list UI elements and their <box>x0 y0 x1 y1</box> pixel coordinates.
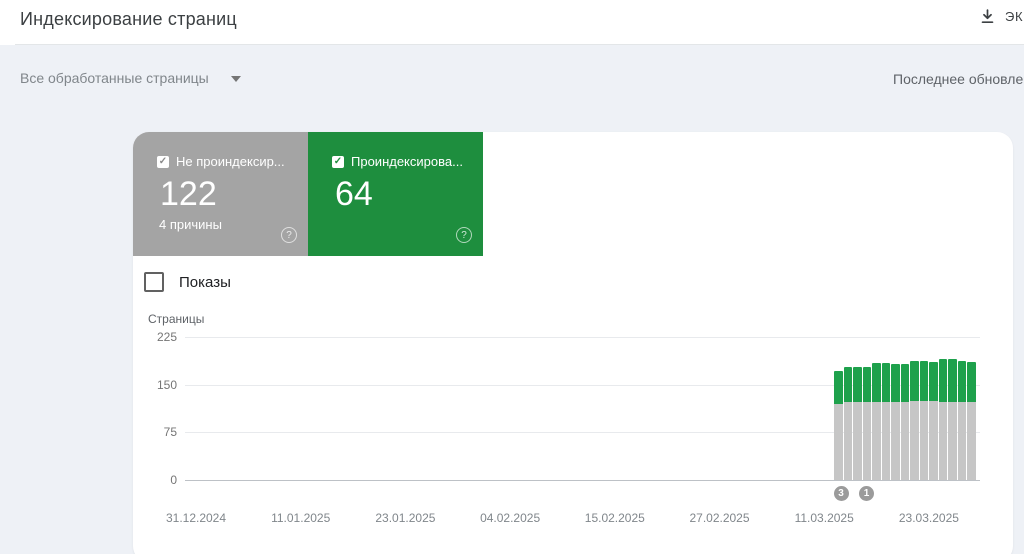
checkbox-checked-icon[interactable]: ✓ <box>157 155 169 168</box>
chart-gridline <box>185 432 980 434</box>
tile-indexed-header: ✓ Проиндексирова... <box>332 154 463 169</box>
x-axis-label: 23.01.2025 <box>375 511 436 525</box>
bar-not-indexed-segment <box>881 401 890 480</box>
bar-indexed-segment <box>843 366 852 403</box>
not-indexed-reasons: 4 причины <box>159 217 222 232</box>
impressions-toggle[interactable]: Показы <box>144 272 231 292</box>
bar-indexed-segment <box>957 360 966 403</box>
tile-indexed[interactable]: ✓ Проиндексирова... 64 ? <box>308 132 483 256</box>
y-tick-label: 225 <box>156 330 177 344</box>
last-update-label: Последнее обновле <box>893 71 1024 87</box>
header-divider <box>15 44 1024 45</box>
bar-indexed-segment <box>948 359 957 403</box>
bar-indexed-segment <box>862 366 871 403</box>
annotation-badge[interactable]: 3 <box>833 486 849 501</box>
help-icon[interactable]: ? <box>281 227 297 243</box>
bar-not-indexed-segment <box>919 401 928 480</box>
export-label: ЭК <box>1005 9 1024 24</box>
bar-not-indexed-segment <box>967 402 976 480</box>
filter-dropdown-label: Все обработанные страницы <box>20 70 209 86</box>
chart-gridline <box>185 337 980 338</box>
bar-indexed-segment <box>938 359 947 403</box>
page-title: Индексирование страниц <box>20 9 237 29</box>
bar-indexed-segment <box>910 361 919 402</box>
bar-not-indexed-segment <box>843 402 852 480</box>
bar-not-indexed-segment <box>853 402 862 480</box>
bar-not-indexed-segment <box>891 401 900 480</box>
bar-not-indexed-segment <box>834 403 843 480</box>
bar-not-indexed-segment <box>910 401 919 480</box>
index-report-card: ✓ Не проиндексир... 122 4 причины ? ✓ Пр… <box>133 132 1013 554</box>
y-tick-label: 75 <box>163 425 177 440</box>
tile-indexed-label: Проиндексирова... <box>351 154 463 169</box>
x-axis-label: 27.02.2025 <box>689 511 750 525</box>
impressions-label: Показы <box>179 273 231 291</box>
checkbox-checked-icon[interactable]: ✓ <box>332 155 344 168</box>
bar-not-indexed-segment <box>938 402 947 480</box>
bar-not-indexed-segment <box>948 402 957 480</box>
tile-not-indexed-header: ✓ Не проиндексир... <box>157 154 285 169</box>
chart-gridline <box>185 384 980 386</box>
bar-indexed-segment <box>919 361 928 402</box>
bar-not-indexed-segment <box>872 401 881 480</box>
bar-not-indexed-segment <box>957 402 966 480</box>
x-axis-label: 23.03.2025 <box>898 511 959 525</box>
bar-indexed-segment <box>929 361 938 402</box>
x-axis-label: 04.02.2025 <box>480 511 541 525</box>
export-button[interactable]: ЭК <box>979 8 1023 25</box>
bar-indexed-segment <box>881 363 890 402</box>
help-icon[interactable]: ? <box>456 227 472 243</box>
bar-indexed-segment <box>900 363 909 402</box>
x-axis-label: 11.03.2025 <box>794 511 854 525</box>
impressions-checkbox[interactable] <box>144 272 164 292</box>
not-indexed-count: 122 <box>160 175 217 213</box>
bar-indexed-segment <box>872 363 881 402</box>
bar-not-indexed-segment <box>862 402 871 480</box>
y-axis-title: Страницы <box>148 312 205 326</box>
bar-not-indexed-segment <box>900 401 909 480</box>
bar-indexed-segment <box>853 366 862 403</box>
x-axis-label: 15.02.2025 <box>584 511 645 525</box>
tile-not-indexed[interactable]: ✓ Не проиндексир... 122 4 причины ? <box>133 132 308 256</box>
download-icon <box>981 9 994 24</box>
chevron-down-icon <box>230 76 241 82</box>
y-tick-label: 150 <box>156 377 177 392</box>
annotation-badge[interactable]: 1 <box>859 486 874 501</box>
bar-not-indexed-segment <box>929 401 938 480</box>
tile-not-indexed-label: Не проиндексир... <box>176 154 285 169</box>
x-axis-label: 11.01.2025 <box>271 511 331 525</box>
check-icon: ✓ <box>333 156 343 167</box>
check-icon: ✓ <box>158 156 168 167</box>
chart-gridline <box>185 480 980 481</box>
bar-indexed-segment <box>834 370 843 404</box>
bar-indexed-segment <box>967 361 976 403</box>
bar-indexed-segment <box>891 363 900 402</box>
x-axis-label: 31.12.2024 <box>165 511 227 525</box>
y-tick-label: 0 <box>170 473 177 487</box>
indexed-count: 64 <box>335 175 373 213</box>
filter-dropdown[interactable]: Все обработанные страницы <box>20 70 241 86</box>
